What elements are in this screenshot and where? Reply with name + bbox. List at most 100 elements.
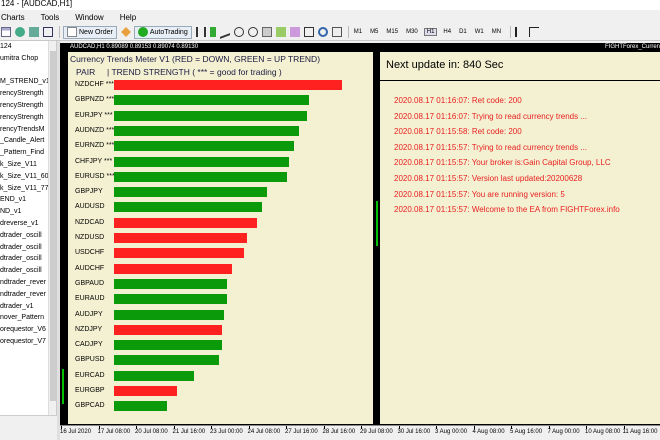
window-title: 124 - [AUDCAD,H1] <box>0 0 660 10</box>
timeframe-d1[interactable]: D1 <box>459 29 467 35</box>
periods-icon[interactable] <box>317 26 329 39</box>
navigator-item[interactable]: _Candle_Alert <box>0 137 45 145</box>
pair-label: GBPAUD <box>75 279 105 287</box>
time-axis-tick <box>323 426 325 429</box>
tool-icon-3[interactable] <box>28 26 40 39</box>
log-entry: 2020.08.17 01:16:07: Trying to read curr… <box>394 111 588 121</box>
time-axis-tick <box>173 426 175 429</box>
pair-label: GBPCAD <box>75 402 105 410</box>
toolbar: New Order AutoTrading M1 M5 M15 M30 H1 H… <box>0 24 660 41</box>
timeframe-m30[interactable]: M30 <box>406 29 418 35</box>
navigator-item[interactable]: dtrader_oscill <box>0 255 42 263</box>
autoscroll-icon[interactable] <box>275 26 287 39</box>
navigator-item[interactable]: rencyStrength <box>0 90 44 98</box>
chart-candles-icon[interactable] <box>209 26 217 39</box>
navigator-item[interactable]: rencyStrength <box>0 101 44 109</box>
cursor-icon[interactable] <box>514 26 526 39</box>
toolbar-separator <box>59 26 60 38</box>
meter-header: PAIR | TREND STRENGTH ( *** = good for t… <box>76 67 282 77</box>
zoom-out-icon[interactable] <box>247 26 259 39</box>
toolbar-separator-3 <box>510 26 512 38</box>
chart-header: AUDCAD,H1 0.89089 0.89153 0.89074 0.8913… <box>60 43 660 51</box>
menu-help[interactable]: Help <box>119 12 137 22</box>
pair-label: EURJPY *** <box>75 111 113 119</box>
navigator-item[interactable]: k_Size_V11_60 <box>0 172 49 180</box>
strength-bar <box>114 95 309 106</box>
navigator-item[interactable]: dtrader_oscill <box>0 267 42 275</box>
time-axis-tick <box>136 426 137 429</box>
navigator-item[interactable]: dtrader_v1 <box>0 302 34 310</box>
navigator-item[interactable]: ND_v1 <box>0 208 22 216</box>
navigator-item[interactable]: nover_Pattern <box>0 314 44 322</box>
pair-label: AUDCHF <box>75 264 105 272</box>
navigator-item[interactable]: k_Size_V11 <box>0 160 37 168</box>
timeframe-m1[interactable]: M1 <box>353 29 363 35</box>
navigator-item[interactable]: k_Size_V11_77 <box>0 184 49 192</box>
tool-icon-2[interactable] <box>14 26 26 39</box>
chart-shift-icon[interactable] <box>289 26 301 39</box>
navigator-scroll-thumb[interactable] <box>50 51 56 401</box>
navigator-item[interactable]: orequestor_V6 <box>0 326 46 334</box>
time-axis-label: 7 Aug 00:00 <box>547 429 580 435</box>
navigator-item[interactable]: M_STREND_v1 <box>0 78 50 86</box>
timeframe-m5[interactable]: M5 <box>370 29 379 35</box>
strength-bar <box>114 171 287 182</box>
timeframe-mn[interactable]: MN <box>491 29 502 35</box>
status-panel: Next update in: 840 Sec 2020.08.17 01:16… <box>380 52 660 424</box>
strength-bar <box>114 217 257 228</box>
navigator-item[interactable]: rencyStrength <box>0 113 44 121</box>
indicators-icon[interactable] <box>303 26 315 39</box>
time-axis-tick <box>361 426 362 429</box>
timeframe-m15[interactable]: M15 <box>386 29 399 35</box>
navigator-item[interactable]: 124 <box>0 43 12 50</box>
navigator-item[interactable]: dreverse_v1 <box>0 219 39 227</box>
strength-bar <box>114 233 247 243</box>
navigator-item[interactable]: END_v1 <box>0 196 27 204</box>
navigator-item[interactable]: ndtrader_rever <box>0 290 46 298</box>
menu-charts[interactable]: Charts <box>1 12 25 22</box>
strength-bar <box>114 263 232 274</box>
tool-icon-4[interactable] <box>42 26 54 39</box>
navigator-item[interactable]: umitra Chop <box>0 54 39 62</box>
timeframe-w1[interactable]: W1 <box>474 29 484 35</box>
navigator-item[interactable]: dtrader_oscill <box>0 243 42 251</box>
tile-icon[interactable] <box>261 26 273 39</box>
meter-header-strength: | TREND STRENGTH ( *** = good for tradin… <box>107 67 282 77</box>
time-axis: 16 Jul 2020 17 Jul 08:00 20 Jul 08:00 21 Ju… <box>60 425 660 440</box>
strength-bar <box>114 80 342 90</box>
zoom-in-icon[interactable] <box>233 26 245 39</box>
time-axis-tick <box>473 426 475 429</box>
pair-label: GBPUSD <box>75 356 105 364</box>
crosshair-icon[interactable] <box>528 26 540 39</box>
panel-splitter[interactable] <box>57 41 60 440</box>
diamond-icon[interactable] <box>120 26 132 39</box>
chart-bars-icon[interactable] <box>195 26 207 39</box>
strength-bar <box>114 324 222 335</box>
templates-icon[interactable] <box>331 26 343 39</box>
new-order-button[interactable]: New Order <box>63 25 117 39</box>
pair-label: NZDJPY <box>75 325 103 333</box>
menu-window[interactable]: Window <box>75 12 104 22</box>
time-axis-tick <box>623 426 625 429</box>
strength-bar <box>114 248 244 259</box>
strength-bar <box>114 294 227 305</box>
navigator-item[interactable]: dtrader_oscill <box>0 231 42 239</box>
pair-label: AUDNZD *** <box>75 126 115 134</box>
navigator-scrollbar[interactable] <box>48 41 56 415</box>
navigator-item[interactable]: orequestor_V7 <box>0 337 46 345</box>
status-divider <box>380 80 660 81</box>
navigator-item[interactable]: ndtrader_rever <box>0 278 46 286</box>
autotrading-label: AutoTrading <box>149 28 188 36</box>
navigator-item[interactable]: _Pattern_Find <box>0 149 44 157</box>
menu-tools[interactable]: Tools <box>40 12 60 22</box>
timeframe-h1[interactable]: H1 <box>423 28 438 36</box>
chart-line-icon[interactable] <box>219 25 231 39</box>
timeframe-h4[interactable]: H4 <box>443 29 452 35</box>
tool-icon-1[interactable] <box>0 26 12 39</box>
time-axis-label: 10 Aug 08:00 <box>585 429 621 435</box>
log-entry: 2020.08.17 01:15:57: Welcome to the EA f… <box>394 205 620 215</box>
pair-label: EURUSD *** <box>75 172 115 180</box>
autotrading-button[interactable]: AutoTrading <box>133 25 192 39</box>
navigator-item[interactable]: rencyTrendsM <box>0 125 45 133</box>
trend-meter-panel: Currency Trends Meter V1 (RED = DOWN, GR… <box>68 52 373 424</box>
